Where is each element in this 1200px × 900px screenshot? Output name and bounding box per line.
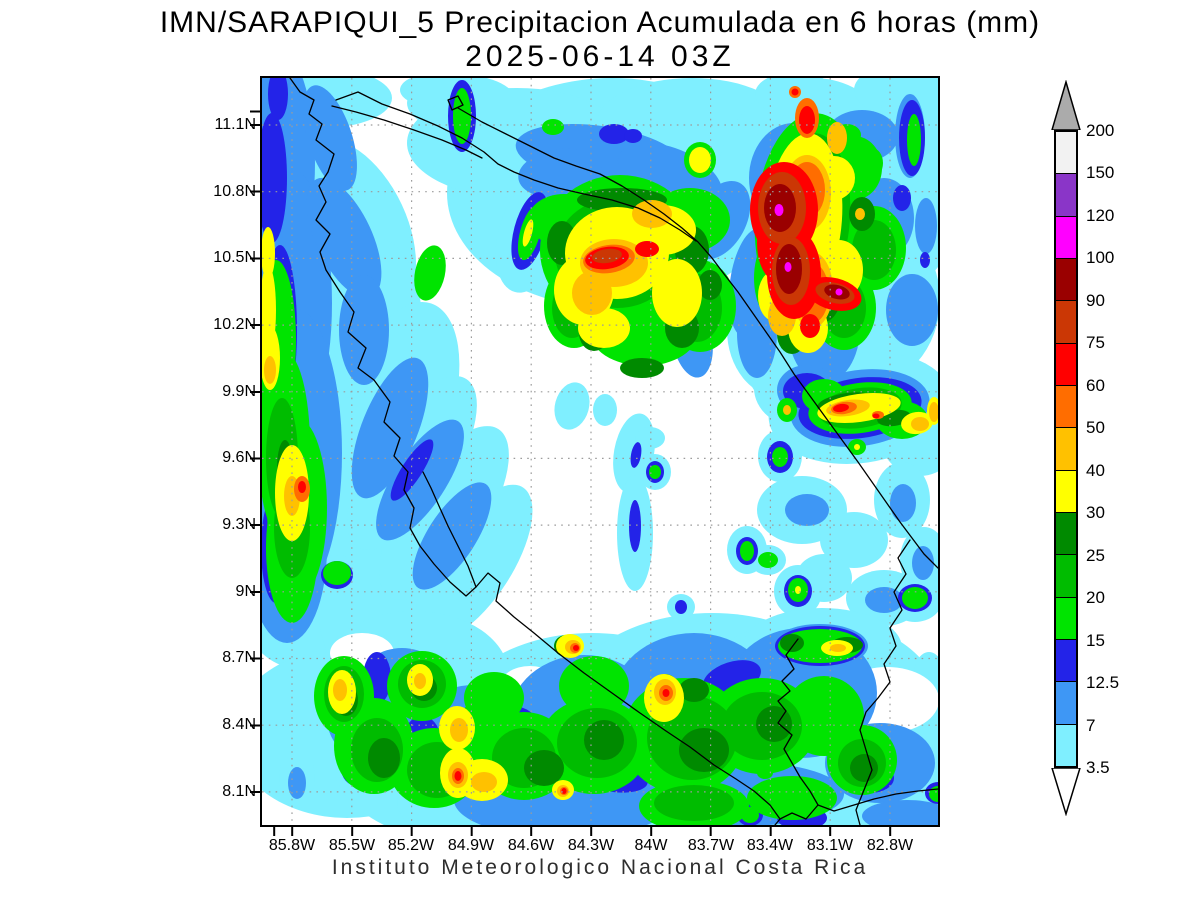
colorbar-label: 3.5 [1086,758,1110,777]
colorbar-cell [1056,257,1076,301]
colorbar-cell [1056,681,1076,724]
colorbar-label: 120 [1086,206,1115,225]
x-tick-label: 84.9W [447,837,495,854]
y-axis-ticks [250,78,260,825]
colorbar-cell [1056,554,1076,597]
colorbar-cell [1056,427,1076,470]
y-tick-label: 8.4N [222,716,256,733]
colorbar-cell [1056,638,1076,682]
y-tick-label: 11.1N [214,116,256,133]
y-tick-label: 10.8N [213,183,256,200]
x-tick-label: 85.5W [328,837,376,854]
y-tick-label: 9N [235,583,256,600]
colorbar-cell [1056,469,1076,512]
colorbar-cell [1056,342,1076,385]
colorbar-label: 90 [1086,291,1105,310]
colorbar-label: 25 [1086,546,1105,565]
colorbar-cell [1056,596,1076,639]
y-tick-label: 8.1N [222,783,256,800]
colorbar-over-arrow [1051,80,1081,130]
y-tick-label: 10.2N [213,316,256,333]
x-tick-label: 85.8W [268,837,316,854]
colorbar-label: 7 [1086,716,1096,735]
map-plot-frame [260,76,940,827]
colorbar-cell [1056,300,1076,343]
colorbar-cell [1056,723,1076,766]
colorbar-label: 30 [1086,503,1105,522]
colorbar-label: 20 [1086,588,1105,607]
x-tick-label: 84.6W [507,837,555,854]
x-axis-ticks [262,827,938,836]
colorbar-cell [1056,511,1076,555]
colorbar-label: 15 [1086,631,1105,650]
colorbar-label: 100 [1086,248,1115,267]
chart-subtitle-datetime: 2025-06-14 03Z [465,40,735,73]
y-tick-label: 9.3N [222,516,256,533]
precipitation-map [262,78,938,825]
y-tick-label: 9.9N [222,383,256,400]
colorbar-label: 12.5 [1086,673,1120,692]
colorbar-label: 40 [1086,461,1105,480]
colorbar-cell [1056,132,1076,174]
y-tick-label: 8.7N [222,649,256,666]
colorbar-label: 150 [1086,163,1115,182]
colorbar-label: 200 [1086,121,1115,140]
x-tick-label: 82.8W [866,837,914,854]
colorbar-label: 60 [1086,376,1105,395]
x-tick-label: 83.4W [746,837,794,854]
colorbar-under-arrow [1051,768,1081,816]
colorbar-label: 75 [1086,333,1105,352]
x-tick-label: 84.3W [567,837,615,854]
x-tick-label: 83.1W [806,837,854,854]
x-tick-label: 84W [634,837,668,854]
colorbar-cell [1056,173,1076,216]
colorbar-cell [1056,384,1076,428]
colorbar-label: 50 [1086,418,1105,437]
precip-level-100-120 [774,204,843,296]
colorbar-cell [1056,215,1076,258]
chart-title: IMN/SARAPIQUI_5 Precipitacion Acumulada … [159,6,1041,39]
colorbar [1054,130,1078,768]
y-tick-label: 10.5N [213,249,256,266]
institution-footer: Instituto Meteorologico Nacional Costa R… [331,856,869,879]
y-tick-label: 9.6N [222,449,256,466]
x-tick-label: 85.2W [387,837,435,854]
coastline-borders [289,78,938,825]
x-tick-label: 83.7W [687,837,735,854]
